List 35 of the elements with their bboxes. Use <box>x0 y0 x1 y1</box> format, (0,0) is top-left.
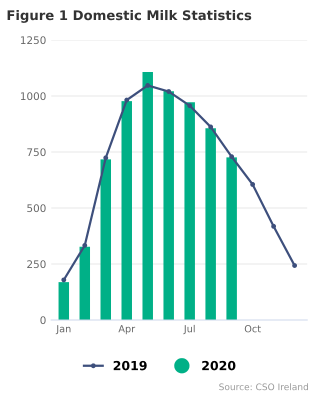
bar <box>226 157 237 320</box>
y-tick-label: 500 <box>27 204 46 212</box>
y-tick-label: 750 <box>27 148 46 156</box>
y-tick-label: 1000 <box>20 92 46 100</box>
point <box>292 263 298 268</box>
bar <box>142 72 153 320</box>
x-tick-label: Oct <box>244 325 261 332</box>
point <box>61 277 66 282</box>
point <box>250 182 256 187</box>
point <box>187 103 192 108</box>
point <box>124 98 130 102</box>
bar <box>163 91 174 320</box>
bar <box>100 159 112 320</box>
point <box>208 124 214 130</box>
bar <box>121 101 132 320</box>
x-tick-label: Apr <box>118 325 136 334</box>
point <box>229 154 234 160</box>
x-tick-label: Jan <box>56 325 70 334</box>
y-tick-label: 0 <box>40 316 46 324</box>
point <box>166 89 172 94</box>
bar <box>205 128 216 320</box>
source-note: Source: CSO Ireland <box>219 383 308 390</box>
point <box>103 155 108 160</box>
point <box>145 83 150 88</box>
legend-label: 2019 <box>114 360 147 370</box>
y-tick-label: 1250 <box>20 36 46 44</box>
chart-title: Figure 1 Domestic Milk Statistics <box>8 10 252 23</box>
bar <box>80 246 90 320</box>
bar <box>184 102 195 320</box>
point <box>82 242 88 248</box>
x-tick-label: Jul <box>183 324 195 334</box>
point <box>271 224 276 229</box>
y-tick-label: 250 <box>27 260 46 268</box>
legend-label: 2020 <box>202 360 236 370</box>
bar <box>58 282 70 320</box>
